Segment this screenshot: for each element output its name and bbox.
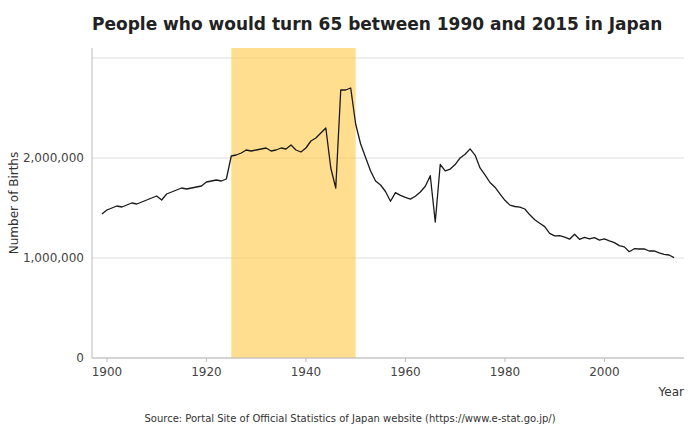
grid-line <box>92 158 684 159</box>
y-tick-label: 1,000,000 <box>23 251 84 265</box>
grid-line <box>92 258 684 259</box>
source-note: Source: Portal Site of Official Statisti… <box>144 413 555 424</box>
x-axis-line <box>92 358 684 359</box>
grid-line <box>92 58 684 59</box>
y-tick-label: 2,000,000 <box>23 151 84 165</box>
x-tick <box>305 358 306 362</box>
title: People who would turn 65 between 1990 an… <box>92 14 662 34</box>
births-line <box>102 88 674 258</box>
y-axis-label: Number of Births <box>7 152 21 254</box>
chart: 0 1,000,000 2,000,000 1900 1920 1940 1960 1980 2… <box>0 0 700 432</box>
x-tick <box>106 358 107 362</box>
background <box>0 0 700 432</box>
y-tick-label: 0 <box>76 351 84 365</box>
x-tick-label: 1980 <box>490 365 521 379</box>
y-grid <box>92 58 684 358</box>
x-tick <box>405 358 406 362</box>
y-axis-line <box>92 48 93 358</box>
x-tick <box>504 358 505 362</box>
x-tick-label: 1920 <box>191 365 222 379</box>
highlight-band <box>231 48 355 358</box>
x-tick-label: 1940 <box>291 365 322 379</box>
x-tick-label: 1960 <box>390 365 421 379</box>
x-tick <box>604 358 605 362</box>
x-axis-label: Year <box>658 385 684 399</box>
x-tick <box>206 358 207 362</box>
x-tick-label: 2000 <box>589 365 620 379</box>
x-tick-label: 1900 <box>92 365 123 379</box>
plot-area <box>102 48 674 358</box>
grid-line <box>92 358 684 359</box>
chart-container: 0 1,000,000 2,000,000 1900 1920 1940 1960 1980 2… <box>0 0 700 432</box>
